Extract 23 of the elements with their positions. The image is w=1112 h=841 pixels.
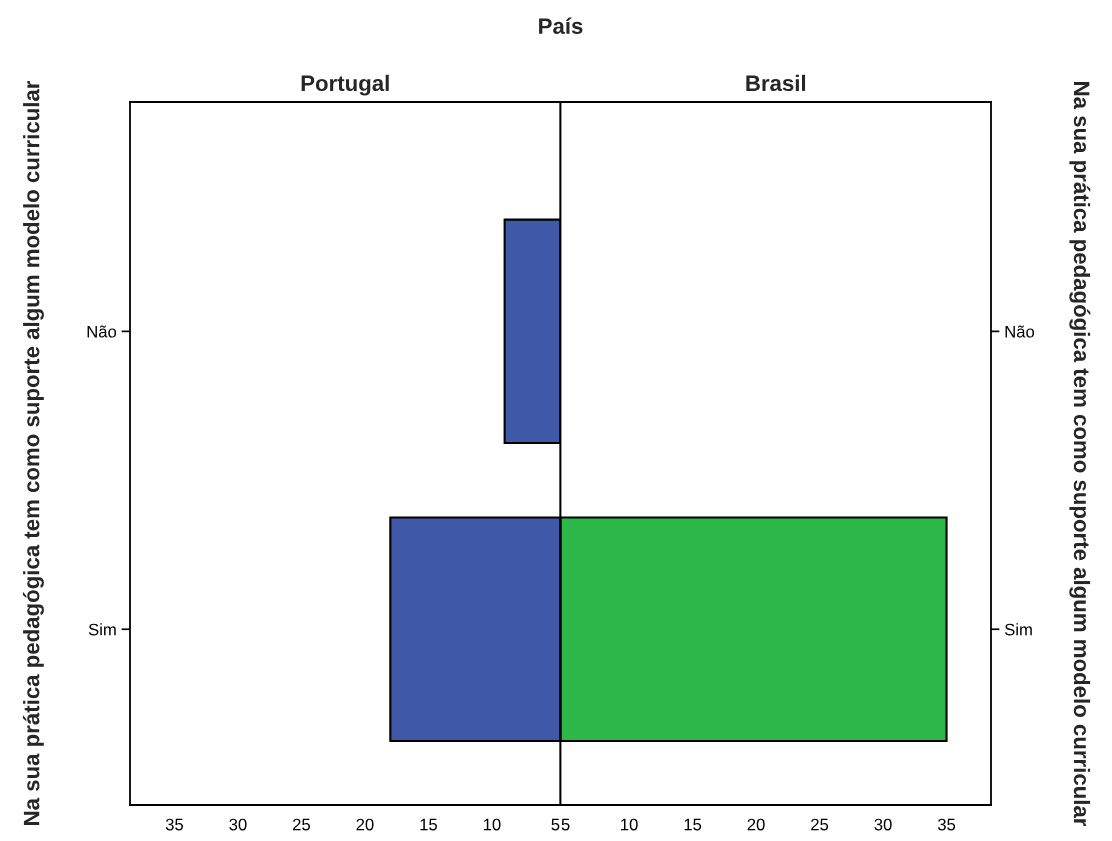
y-tick-label: Não: [87, 325, 117, 338]
y2-axis-title: Na sua prática pedagógica tem como suporte algum modelo curricular: [1069, 82, 1091, 827]
x-tick-label: 20: [356, 818, 374, 831]
y-axis-title: Na sua prática pedagógica tem como suporte algum modelo curricular: [22, 80, 44, 825]
chart-title: Brasil: [746, 74, 806, 92]
x-tick-label: 35: [937, 818, 956, 831]
x-tick-label: 35: [165, 818, 184, 831]
y-tick-label: Não: [1005, 325, 1035, 338]
x-tick-label: 5: [551, 818, 560, 831]
x-tick-label: 30: [874, 818, 892, 831]
x-tick-label: 20: [747, 818, 765, 831]
y-tick-label: Sim: [1004, 623, 1032, 636]
x-tick-label: 15: [420, 818, 437, 831]
x-tick-label: 25: [811, 818, 829, 831]
text: País: [539, 17, 583, 34]
x-tick-label: 25: [293, 818, 311, 831]
y-tick-label: Sim: [88, 623, 116, 636]
x-tick-label: 30: [229, 818, 247, 831]
x-tick-label: 10: [483, 818, 501, 831]
x-tick-label: 5: [561, 818, 570, 831]
x-tick-label: 10: [621, 818, 638, 831]
chart-title: Portugal: [301, 74, 389, 96]
x-tick-label: 15: [684, 818, 702, 831]
